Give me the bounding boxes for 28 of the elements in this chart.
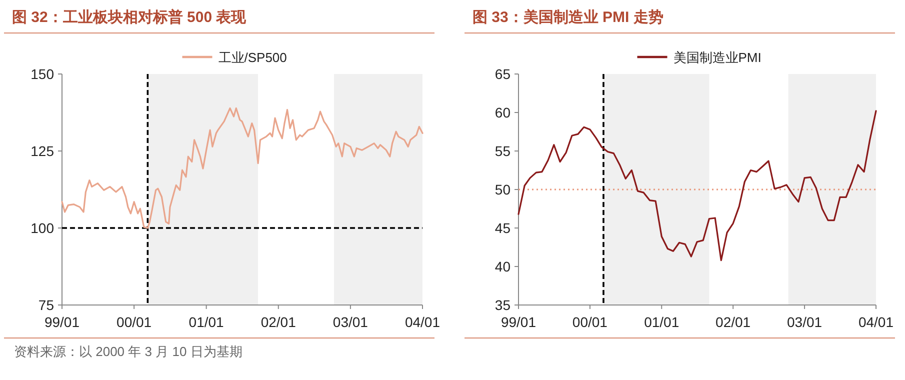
y-tick-label: 150 [30,66,54,82]
y-tick-label: 60 [494,104,511,120]
x-tick-label: 02/01 [260,314,296,330]
x-tick-label: 03/01 [332,314,368,330]
text: 资料来源：以 2000 年 3 月 10 日为基期 [14,344,242,359]
x-tick-label: 99/01 [44,314,80,330]
x-tick-label: 01/01 [188,314,224,330]
y-tick-label: 50 [494,182,511,198]
x-tick-label: 03/01 [787,314,822,330]
x-tick-label: 01/01 [644,314,680,330]
x-tick-label: 04/01 [404,314,440,330]
chart-title: 图 32：工业板块相对标普 500 表现 [12,8,248,26]
x-tick-label: 00/01 [572,314,608,330]
legend-label: 美国制造业PMI [673,50,762,65]
y-tick-label: 40 [494,258,511,274]
chart-title: 图 33：美国制造业 PMI 走势 [472,8,664,26]
y-tick-label: 100 [30,220,54,236]
y-tick-label: 125 [30,143,54,159]
y-tick-label: 55 [494,143,511,159]
legend-label: 工业/SP500 [218,50,287,65]
x-tick-label: 00/01 [116,314,152,330]
y-tick-label: 45 [494,220,511,236]
x-tick-label: 99/01 [500,314,536,330]
y-tick-label: 75 [38,297,54,313]
x-tick-label: 04/01 [858,314,894,330]
y-tick-label: 35 [494,297,511,313]
y-tick-label: 65 [494,66,511,82]
x-tick-label: 02/01 [716,314,751,330]
